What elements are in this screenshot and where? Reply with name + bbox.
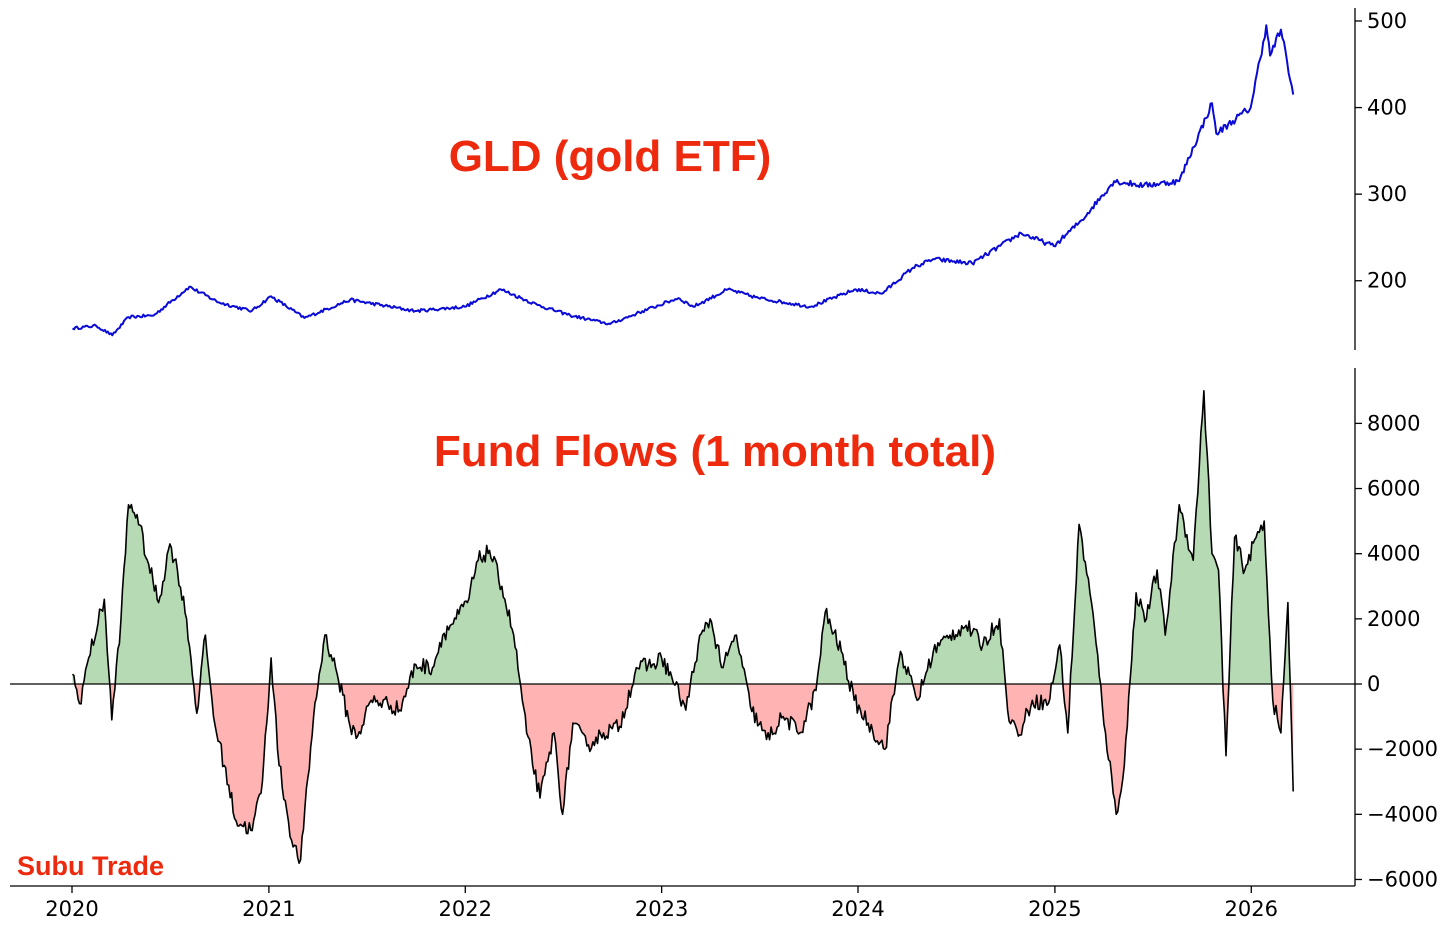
x-tick-label: 2024: [831, 897, 884, 921]
flow-y-tick-label: 6000: [1367, 477, 1420, 501]
x-axis-ticks: 2020 2021 2022 2023 2024 2025 2026: [45, 886, 1278, 921]
flow-y-tick-label: 2000: [1367, 607, 1420, 631]
fund-flow-line: [71, 390, 1294, 864]
fund-flows-chart-title: Fund Flows (1 month total): [434, 427, 996, 476]
flow-y-tick-label: 8000: [1367, 411, 1420, 435]
fund-flows-panel: Fund Flows (1 month total) −6000 −4000 −20…: [10, 368, 1438, 921]
gld-price-line: [71, 24, 1295, 337]
flow-y-tick-label: 4000: [1367, 542, 1420, 566]
gld-y-tick-label: 200: [1367, 269, 1407, 293]
x-tick-label: 2025: [1028, 897, 1081, 921]
gld-price-panel: GLD (gold ETF) 200 300 400 500: [71, 8, 1407, 350]
x-tick-label: 2020: [45, 897, 98, 921]
negative-flow-area: [72, 684, 1294, 864]
flow-y-tick-label: 0: [1367, 672, 1380, 696]
watermark-label: Subu Trade: [17, 851, 164, 881]
x-tick-label: 2023: [635, 897, 688, 921]
gld-y-tick-label: 500: [1367, 9, 1407, 33]
x-tick-label: 2026: [1225, 897, 1278, 921]
gld-chart-title: GLD (gold ETF): [449, 132, 772, 181]
gld-y-tick-label: 300: [1367, 182, 1407, 206]
flow-y-tick-label: −6000: [1367, 867, 1438, 891]
fund-flows-y-ticks: −6000 −4000 −2000 0 2000 4000 6000 8000: [1355, 411, 1438, 891]
positive-flow-area: [72, 390, 1294, 684]
gld-y-ticks: 200 300 400 500: [1355, 9, 1407, 293]
gld-y-tick-label: 400: [1367, 96, 1407, 120]
flow-y-tick-label: −4000: [1367, 802, 1438, 826]
flow-y-tick-label: −2000: [1367, 737, 1438, 761]
x-tick-label: 2021: [242, 897, 295, 921]
x-tick-label: 2022: [439, 897, 492, 921]
